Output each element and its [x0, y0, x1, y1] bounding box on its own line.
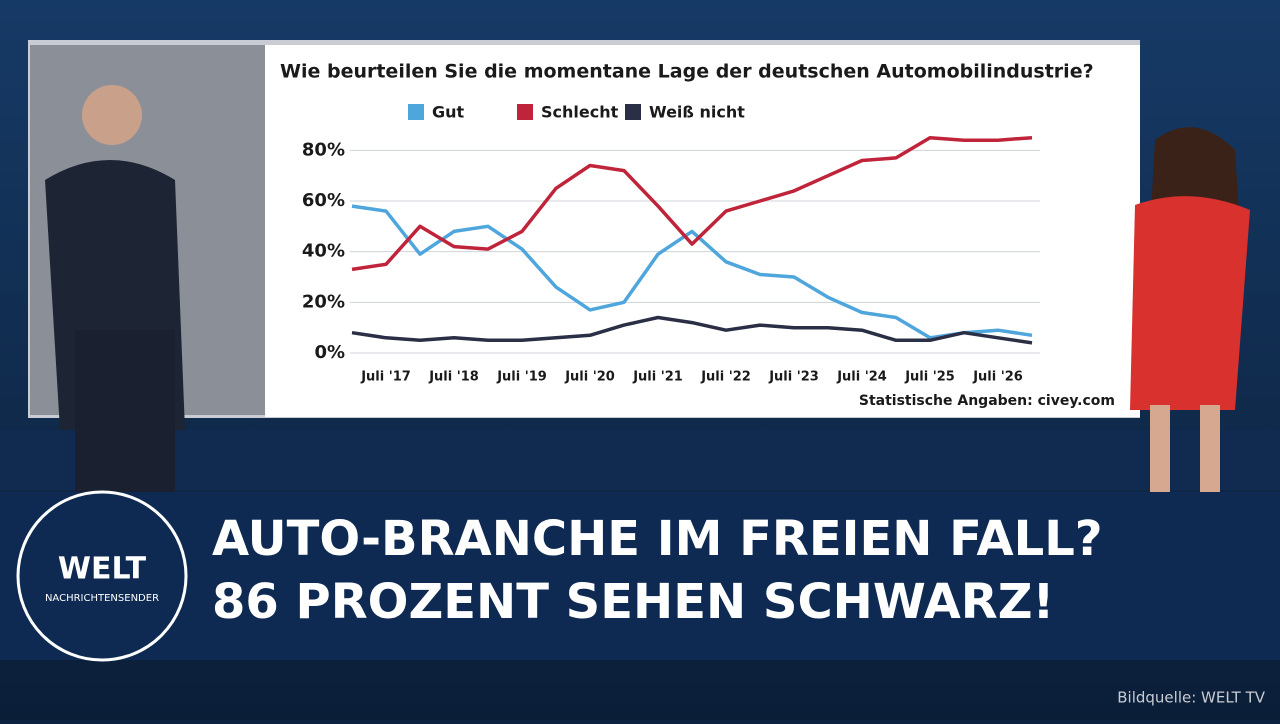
banner-line: AUTO-BRANCHE IM FREIEN FALL? [212, 511, 1103, 567]
x-tick-label: Juli '22 [700, 370, 751, 385]
banner [0, 492, 1280, 660]
legend-label: Gut [432, 103, 465, 122]
x-tick-label: Juli '23 [768, 370, 819, 385]
logo-name: WELT [58, 552, 147, 587]
x-tick-label: Juli '19 [496, 370, 547, 385]
floor [0, 430, 1280, 490]
presenter-right [1130, 127, 1250, 495]
banner-line: 86 PROZENT SEHEN SCHWARZ! [212, 574, 1054, 630]
legend-label: Weiß nicht [649, 103, 745, 122]
x-tick-label: Juli '21 [632, 370, 683, 385]
x-tick-label: Juli '26 [972, 370, 1023, 385]
x-tick-label: Juli '18 [428, 370, 479, 385]
legend-swatch [517, 104, 533, 120]
presenter-left [45, 85, 185, 495]
y-tick-label: 20% [302, 291, 345, 312]
x-tick-label: Juli '24 [836, 370, 887, 385]
series-line [351, 315, 1033, 345]
chart-source: Statistische Angaben: civey.com [859, 393, 1115, 409]
x-tick-label: Juli '25 [904, 370, 955, 385]
image-credit: Bildquelle: WELT TV [1117, 689, 1265, 707]
x-tick-label: Juli '20 [564, 370, 615, 385]
series-line [351, 135, 1033, 272]
chart-panel [265, 45, 1140, 417]
legend-label: Schlecht [541, 103, 619, 122]
legend-swatch [625, 104, 641, 120]
x-tick-label: Juli '17 [360, 370, 411, 385]
legend-swatch [408, 104, 424, 120]
y-tick-label: 40% [302, 241, 345, 262]
y-tick-label: 0% [314, 342, 345, 363]
logo-circle [16, 490, 188, 662]
y-tick-label: 80% [302, 139, 345, 160]
series-line [351, 204, 1033, 340]
logo-subtitle: NACHRICHTENSENDER [45, 593, 159, 604]
y-tick-label: 60% [302, 190, 345, 211]
chart-title: Wie beurteilen Sie die momentane Lage de… [280, 61, 1094, 83]
